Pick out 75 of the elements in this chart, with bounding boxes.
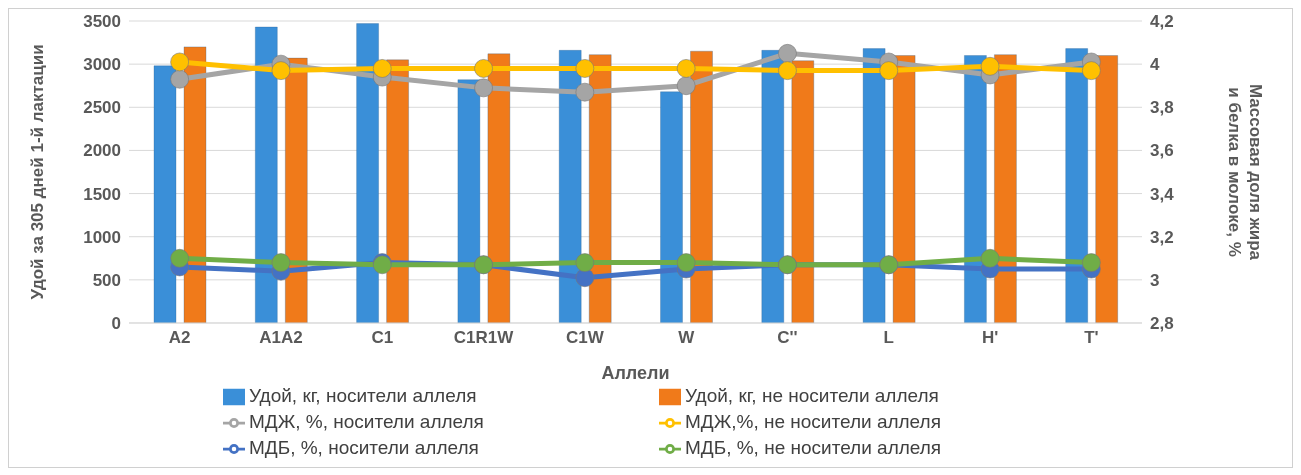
bar bbox=[862, 48, 886, 323]
y2-axis-title: Массовая доля жира и белка в молоке, % bbox=[1225, 84, 1265, 261]
y2-tick-label: 3 bbox=[1150, 270, 1160, 290]
y-tick-label: 2500 bbox=[83, 98, 121, 118]
legend-label: МДБ, %, не носители аллеля bbox=[685, 436, 943, 460]
point bbox=[778, 61, 797, 80]
x-tick-label: H' bbox=[981, 328, 999, 348]
x-tick-label: W bbox=[678, 328, 696, 348]
y2-tick-label: 4 bbox=[1150, 55, 1160, 75]
y2-tick-label: 2,8 bbox=[1150, 314, 1174, 334]
bar bbox=[153, 65, 177, 323]
y2-tick-label: 3,2 bbox=[1150, 227, 1174, 247]
bar bbox=[791, 60, 815, 323]
y-tick-label: 2000 bbox=[83, 141, 121, 161]
bar bbox=[254, 26, 278, 323]
bar bbox=[1095, 55, 1119, 323]
legend-label: МДЖ, %, носители аллеля bbox=[249, 410, 485, 434]
x-tick-label: C1R1W bbox=[453, 328, 515, 348]
y2-tick-label: 3,8 bbox=[1150, 98, 1174, 118]
y2-tick-label: 3,6 bbox=[1150, 141, 1174, 161]
point bbox=[1082, 61, 1101, 80]
y2-tick-label: 3,4 bbox=[1150, 184, 1175, 204]
y-tick-label: 1000 bbox=[83, 227, 121, 247]
bar bbox=[1065, 48, 1089, 323]
bar bbox=[993, 54, 1017, 323]
point bbox=[474, 59, 493, 78]
bar bbox=[660, 91, 683, 323]
point bbox=[676, 76, 696, 96]
bar bbox=[284, 57, 308, 323]
bar bbox=[892, 55, 916, 323]
point bbox=[980, 248, 1000, 268]
x-tick-label: L bbox=[883, 328, 894, 348]
bar bbox=[690, 50, 713, 323]
legend-label: Удой, кг, не носители аллеля bbox=[685, 384, 940, 408]
point bbox=[474, 78, 493, 98]
point bbox=[575, 268, 595, 287]
point bbox=[575, 59, 595, 78]
bar bbox=[457, 79, 481, 323]
point bbox=[575, 82, 595, 102]
point bbox=[170, 52, 189, 72]
x-tick-label: C1 bbox=[371, 328, 394, 348]
bar bbox=[487, 53, 511, 323]
point bbox=[676, 253, 696, 272]
y2-tick-label: 4,2 bbox=[1150, 12, 1174, 32]
point bbox=[170, 248, 189, 268]
x-tick-label: A2 bbox=[168, 328, 191, 348]
point bbox=[271, 61, 291, 80]
point bbox=[676, 59, 696, 78]
x-tick-label: A1A2 bbox=[259, 328, 303, 348]
bar bbox=[588, 54, 612, 323]
x-axis-title: Аллели bbox=[601, 363, 670, 383]
y-axis-title: Удой за 305 дней 1-й лактации bbox=[28, 44, 48, 300]
legend-label: МДБ, %, носители аллеля bbox=[249, 436, 480, 460]
bar bbox=[761, 49, 785, 323]
y-tick-label: 3000 bbox=[83, 55, 121, 75]
y-tick-label: 1500 bbox=[83, 184, 121, 204]
point bbox=[980, 57, 1000, 76]
bar bbox=[183, 46, 207, 323]
point bbox=[170, 69, 189, 89]
bar bbox=[356, 23, 380, 323]
bar bbox=[386, 59, 410, 323]
x-tick-label: C1W bbox=[565, 328, 605, 348]
point bbox=[879, 61, 899, 80]
legend-label: Удой, кг, носители аллеля bbox=[249, 384, 478, 408]
y-tick-label: 0 bbox=[111, 314, 121, 334]
point bbox=[1082, 253, 1101, 272]
point bbox=[372, 59, 392, 78]
legend-label: МДЖ,%, не носители аллеля bbox=[685, 410, 942, 434]
y-tick-label: 3500 bbox=[83, 12, 121, 32]
point bbox=[575, 253, 595, 272]
y-tick-label: 500 bbox=[92, 270, 121, 290]
point bbox=[778, 44, 797, 63]
x-tick-label: T' bbox=[1084, 328, 1099, 348]
x-tick-label: C'' bbox=[777, 328, 798, 348]
point bbox=[271, 253, 291, 272]
